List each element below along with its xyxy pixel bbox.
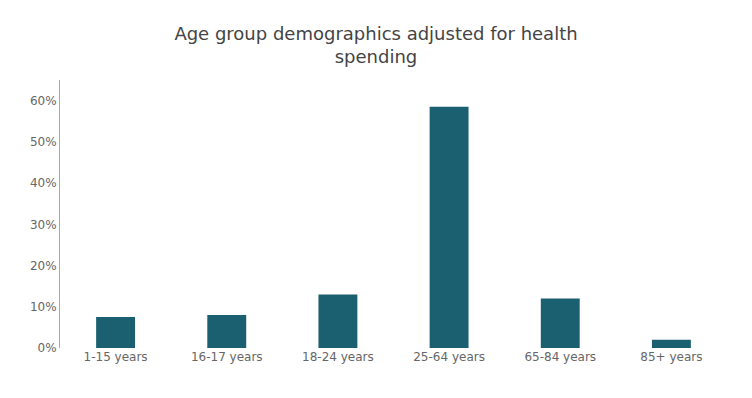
- svg-text:20%: 20%: [30, 259, 57, 273]
- svg-text:1-15 years: 1-15 years: [84, 350, 148, 364]
- svg-text:60%: 60%: [30, 94, 57, 108]
- svg-text:16-17 years: 16-17 years: [191, 350, 263, 364]
- svg-text:40%: 40%: [30, 176, 57, 190]
- svg-text:65-84 years: 65-84 years: [524, 350, 596, 364]
- svg-text:50%: 50%: [30, 135, 57, 149]
- svg-text:Age group demographics adjuste: Age group demographics adjusted for heal…: [174, 23, 577, 67]
- svg-text:0%: 0%: [38, 341, 57, 355]
- svg-text:30%: 30%: [30, 218, 57, 232]
- svg-text:25-64 years: 25-64 years: [413, 350, 485, 364]
- svg-text:10%: 10%: [30, 300, 57, 314]
- svg-text:85+ years: 85+ years: [640, 350, 702, 364]
- svg-text:18-24 years: 18-24 years: [302, 350, 374, 364]
